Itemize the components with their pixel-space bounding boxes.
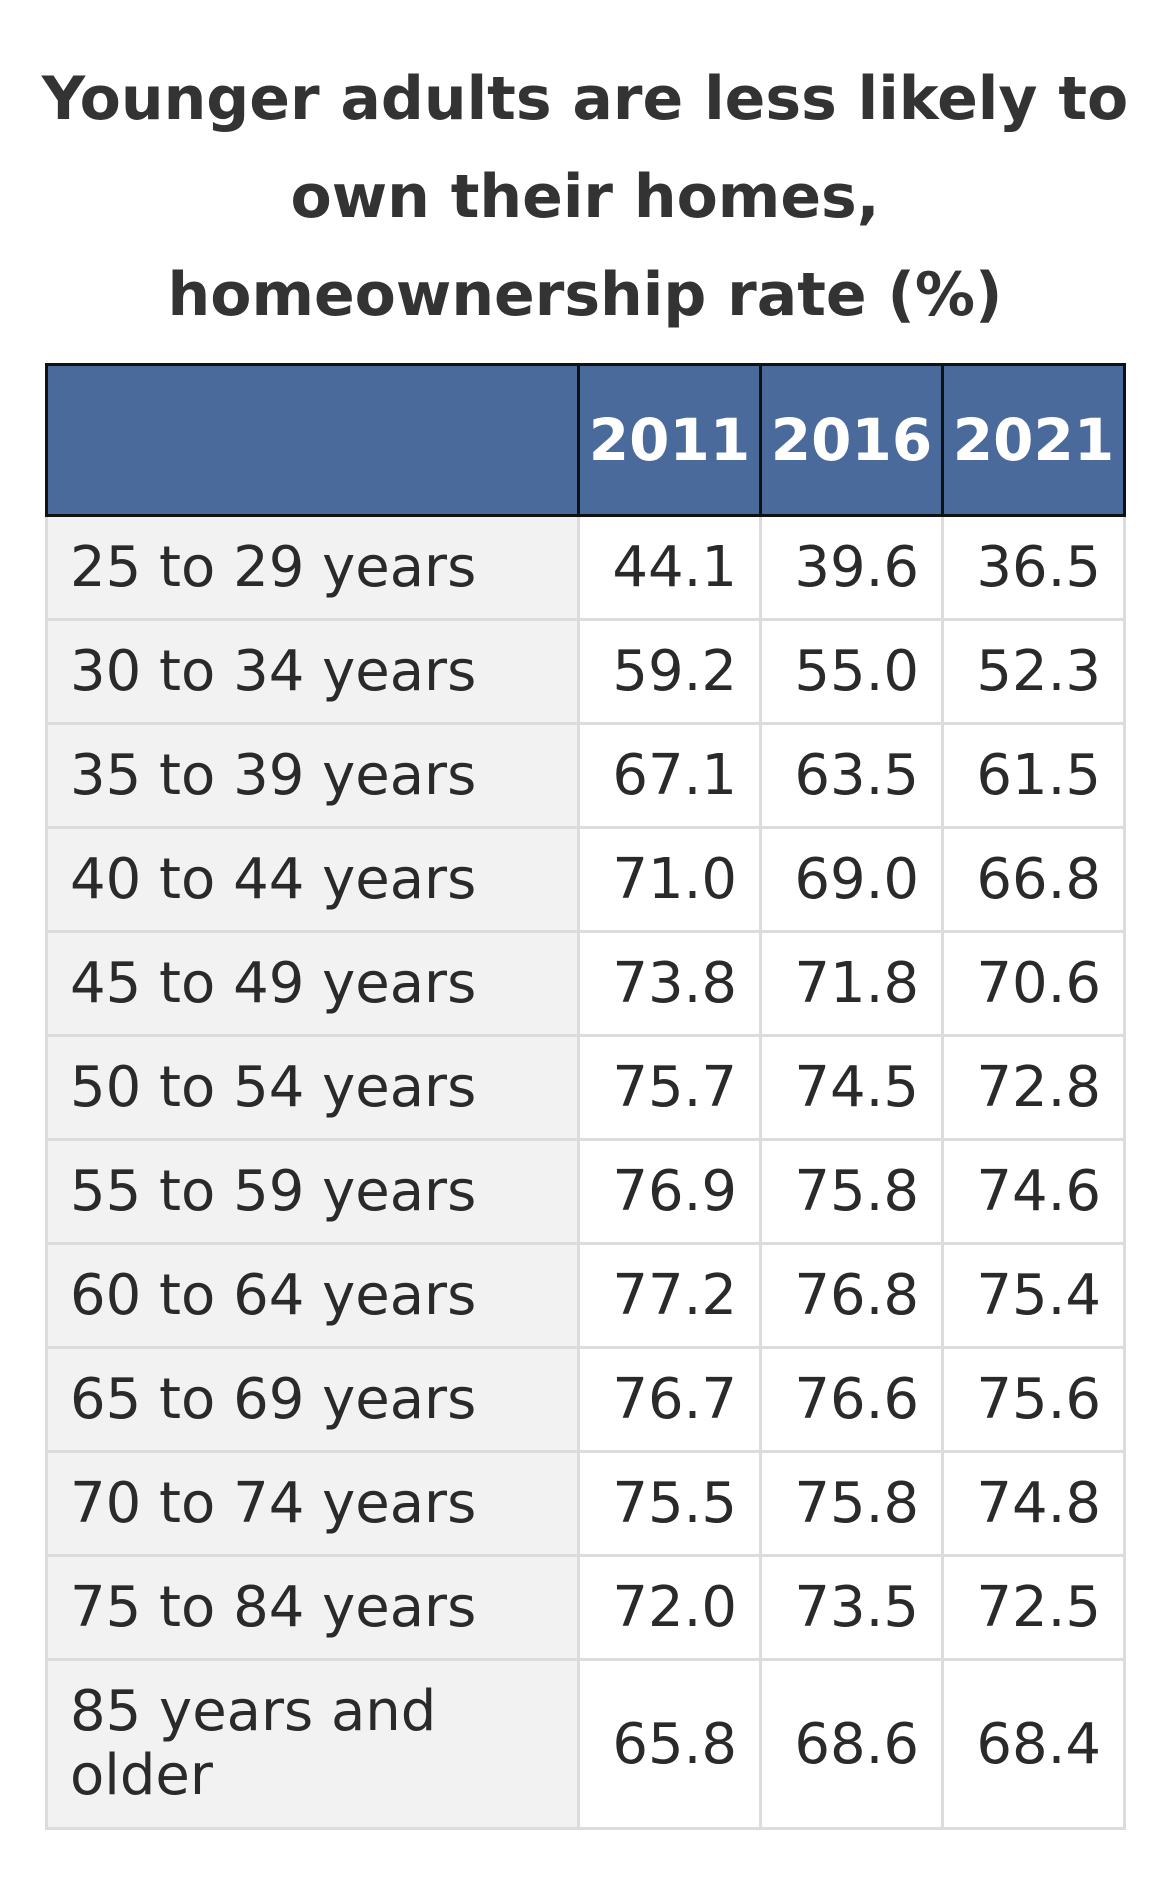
- table-row: 85 years and older 65.8 68.6 68.4: [45, 1658, 1126, 1830]
- header-row: 2011 2016 2021: [45, 363, 1126, 517]
- value-cell: 75.8: [759, 1450, 944, 1557]
- row-label: 65 to 69 years: [45, 1346, 580, 1453]
- table-row: 75 to 84 years 72.0 73.5 72.5: [45, 1554, 1126, 1661]
- value-cell: 66.8: [941, 826, 1126, 933]
- table-row: 35 to 39 years 67.1 63.5 61.5: [45, 722, 1126, 829]
- value-cell: 72.8: [941, 1034, 1126, 1141]
- value-cell: 75.8: [759, 1138, 944, 1245]
- value-cell: 63.5: [759, 722, 944, 829]
- value-cell: 55.0: [759, 618, 944, 725]
- table-body: 25 to 29 years 44.1 39.6 36.5 30 to 34 years…: [45, 514, 1126, 1830]
- table-row: 30 to 34 years 59.2 55.0 52.3: [45, 618, 1126, 725]
- chart-title: Younger adults are less likely to own th…: [0, 50, 1170, 344]
- value-cell: 73.5: [759, 1554, 944, 1661]
- table-row: 70 to 74 years 75.5 75.8 74.8: [45, 1450, 1126, 1557]
- row-label: 70 to 74 years: [45, 1450, 580, 1557]
- value-cell: 75.6: [941, 1346, 1126, 1453]
- row-label: 25 to 29 years: [45, 514, 580, 621]
- value-cell: 67.1: [577, 722, 762, 829]
- row-label: 30 to 34 years: [45, 618, 580, 725]
- value-cell: 39.6: [759, 514, 944, 621]
- chart-title-line-3: homeownership rate (%): [167, 260, 1003, 330]
- header-cell-year: 2016: [759, 363, 944, 517]
- row-label: 60 to 64 years: [45, 1242, 580, 1349]
- table-row: 25 to 29 years 44.1 39.6 36.5: [45, 514, 1126, 621]
- value-cell: 76.6: [759, 1346, 944, 1453]
- value-cell: 71.8: [759, 930, 944, 1037]
- row-label: 35 to 39 years: [45, 722, 580, 829]
- table-row: 55 to 59 years 76.9 75.8 74.6: [45, 1138, 1126, 1245]
- homeownership-table: 2011 2016 2021 25 to 29 years 44.1 39.6 36.…: [45, 363, 1126, 1830]
- value-cell: 36.5: [941, 514, 1126, 621]
- table-row: 40 to 44 years 71.0 69.0 66.8: [45, 826, 1126, 933]
- value-cell: 72.5: [941, 1554, 1126, 1661]
- value-cell: 69.0: [759, 826, 944, 933]
- header-cell-year: 2011: [577, 363, 762, 517]
- chart-title-line-1: Younger adults are less likely to: [41, 64, 1129, 134]
- value-cell: 75.4: [941, 1242, 1126, 1349]
- value-cell: 73.8: [577, 930, 762, 1037]
- value-cell: 77.2: [577, 1242, 762, 1349]
- value-cell: 52.3: [941, 618, 1126, 725]
- value-cell: 74.6: [941, 1138, 1126, 1245]
- row-label: 50 to 54 years: [45, 1034, 580, 1141]
- value-cell: 71.0: [577, 826, 762, 933]
- value-cell: 68.6: [759, 1658, 944, 1830]
- value-cell: 65.8: [577, 1658, 762, 1830]
- value-cell: 74.8: [941, 1450, 1126, 1557]
- value-cell: 76.9: [577, 1138, 762, 1245]
- row-label: 75 to 84 years: [45, 1554, 580, 1661]
- table-row: 50 to 54 years 75.7 74.5 72.8: [45, 1034, 1126, 1141]
- value-cell: 70.6: [941, 930, 1126, 1037]
- value-cell: 59.2: [577, 618, 762, 725]
- value-cell: 76.7: [577, 1346, 762, 1453]
- row-label: 85 years and older: [45, 1658, 580, 1830]
- table-row: 60 to 64 years 77.2 76.8 75.4: [45, 1242, 1126, 1349]
- value-cell: 76.8: [759, 1242, 944, 1349]
- value-cell: 75.5: [577, 1450, 762, 1557]
- row-label: 45 to 49 years: [45, 930, 580, 1037]
- row-label: 55 to 59 years: [45, 1138, 580, 1245]
- value-cell: 74.5: [759, 1034, 944, 1141]
- header-cell-label: [45, 363, 580, 517]
- chart-title-line-2: own their homes,: [290, 162, 880, 232]
- value-cell: 72.0: [577, 1554, 762, 1661]
- value-cell: 44.1: [577, 514, 762, 621]
- value-cell: 61.5: [941, 722, 1126, 829]
- header-cell-year: 2021: [941, 363, 1126, 517]
- value-cell: 75.7: [577, 1034, 762, 1141]
- value-cell: 68.4: [941, 1658, 1126, 1830]
- table-row: 65 to 69 years 76.7 76.6 75.6: [45, 1346, 1126, 1453]
- row-label: 40 to 44 years: [45, 826, 580, 933]
- table-row: 45 to 49 years 73.8 71.8 70.6: [45, 930, 1126, 1037]
